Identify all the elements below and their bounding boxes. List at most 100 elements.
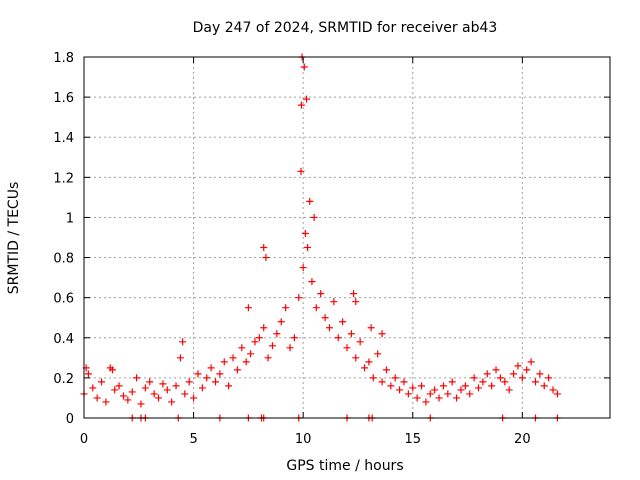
data-point [369,374,377,382]
data-point [483,370,491,378]
data-point [308,278,316,286]
data-point [435,394,443,402]
data-point [400,378,408,386]
y-tick-label: 1 [66,211,74,226]
data-point [108,366,116,374]
data-point [172,382,180,390]
data-point [98,378,106,386]
data-point [150,390,158,398]
data-point [124,396,132,404]
data-point [295,294,303,302]
data-point [466,390,474,398]
data-point [356,338,364,346]
data-point [540,382,548,390]
data-point [233,366,241,374]
data-point [302,95,310,103]
data-point [260,244,268,252]
data-point [514,362,522,370]
data-point [299,264,307,272]
data-point [492,366,500,374]
data-point [128,388,136,396]
data-point [282,304,290,312]
data-point [207,364,215,372]
data-point [553,390,561,398]
data-point [111,386,119,394]
data-point [361,364,369,372]
data-point [321,314,329,322]
data-point [382,366,390,374]
data-point [273,330,281,338]
data-point [531,378,539,386]
data-point [242,358,250,366]
data-point [312,304,320,312]
data-point [310,213,318,221]
data-point [387,382,395,390]
chart-title: Day 247 of 2024, SRMTID for receiver ab4… [193,20,498,36]
data-point [505,386,513,394]
data-point [367,324,375,332]
data-point [119,392,127,400]
data-point [301,229,309,237]
y-axis-label: SRMTID / TECUs [6,182,22,295]
data-point [133,374,141,382]
data-point [146,378,154,386]
x-tick-label: 20 [514,432,531,447]
data-point [334,334,342,342]
y-tick-label: 0 [66,412,74,427]
data-point [404,390,412,398]
data-point [181,390,189,398]
data-point [84,370,92,378]
data-point [115,382,123,390]
y-tick-label: 0.8 [53,252,74,267]
data-point [545,374,553,382]
data-point [479,378,487,386]
x-tick-label: 5 [189,432,197,447]
y-tick-label: 0.6 [53,292,74,307]
data-point [238,344,246,352]
data-point [496,374,504,382]
y-tick-label: 1.4 [53,131,74,146]
data-point [536,370,544,378]
y-tick-label: 1.2 [53,171,74,186]
x-tick-label: 0 [80,432,88,447]
data-point [229,354,237,362]
data-point [352,354,360,362]
data-point [413,394,421,402]
data-point [317,290,325,298]
data-point [297,167,305,175]
data-point [431,386,439,394]
axis-ticks: 0 0.2 0.4 0.6 0.8 1 1.2 1.4 1.6 1.8 0 5 10 15 20 [53,51,610,447]
data-point [339,318,347,326]
data-point [185,378,193,386]
data-point [374,350,382,358]
y-tick-label: 0.4 [53,332,74,347]
data-point [137,400,145,408]
data-point [255,334,263,342]
data-point [391,374,399,382]
data-point [365,358,373,366]
data-point [418,382,426,390]
data-point [176,354,184,362]
data-point [141,384,149,392]
data-point [93,394,101,402]
data-point [260,324,268,332]
data-point [262,254,270,262]
data-point [155,394,163,402]
data-point [501,378,509,386]
data-point [461,382,469,390]
data-point [277,318,285,326]
data-point [457,386,465,394]
data-point [190,394,198,402]
y-tick-label: 1.8 [53,51,74,66]
data-point [159,380,167,388]
data-point [448,378,456,386]
data-points [80,53,561,422]
data-point [203,374,211,382]
data-point [347,330,355,338]
data-point [518,374,526,382]
data-point [396,386,404,394]
data-point [439,382,447,390]
data-point [549,386,557,394]
y-tick-label: 0.2 [53,372,74,387]
